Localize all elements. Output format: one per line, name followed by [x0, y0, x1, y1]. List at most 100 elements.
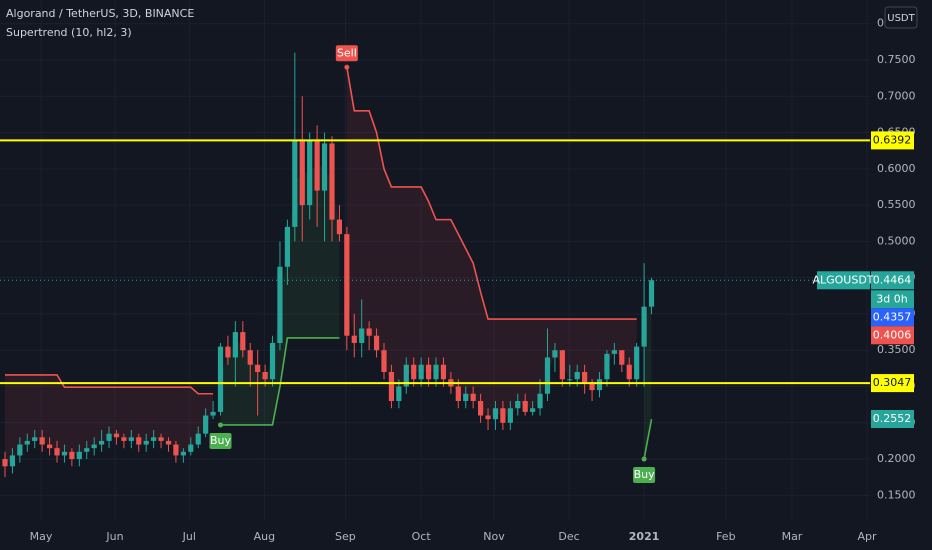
candle-body [136, 437, 142, 445]
symbol-label: ALGOUSDT [812, 273, 873, 286]
y-tick-label: 0.2000 [877, 452, 916, 465]
x-tick-label: May [30, 530, 53, 543]
y-tick-label: 0.5000 [877, 234, 916, 247]
candle-body [165, 440, 172, 445]
x-tick-label: Mar [782, 530, 803, 543]
candle-body [314, 139, 320, 191]
candle-body [46, 444, 53, 449]
candle-body [336, 219, 343, 235]
candle-body [351, 335, 357, 343]
candle-body [158, 437, 164, 441]
candle-body [559, 350, 565, 380]
candle-body [611, 350, 617, 354]
candle-body [121, 437, 127, 441]
y-tick-label: 0.7000 [877, 89, 916, 102]
price-label-bg [871, 271, 914, 290]
candle-body [91, 444, 97, 449]
candle-body [440, 364, 447, 380]
candle-body [173, 444, 179, 456]
y-tick-label: 0.7500 [877, 53, 916, 66]
axes: 0.80000.75000.70000.65000.60000.55000.50… [30, 17, 916, 543]
candle-body [492, 408, 499, 420]
countdown-label: 3d 0h [876, 292, 907, 305]
candle-body [500, 408, 506, 423]
grid [0, 0, 870, 520]
candle-body [455, 386, 461, 402]
candle-body [99, 440, 105, 445]
price-label: 0.4006 [873, 328, 912, 341]
candle-body [217, 346, 224, 412]
price-label-bg [871, 326, 914, 345]
candle-body [344, 234, 350, 336]
candle-body [106, 433, 112, 441]
candle-body [619, 350, 625, 365]
x-tick-label: Sep [335, 530, 356, 543]
candle-body [69, 451, 75, 460]
candle-body [366, 328, 372, 336]
candle-body [32, 437, 38, 441]
candle-body [485, 415, 491, 420]
candle-body [403, 364, 409, 387]
candle-body [418, 364, 424, 380]
candle-body [537, 393, 543, 409]
candle-body [381, 350, 387, 372]
candle-body [39, 437, 45, 445]
candle-body [203, 415, 209, 434]
candle-body [277, 266, 283, 343]
x-tick-label: Dec [558, 530, 579, 543]
supertrend-line [220, 337, 340, 426]
price-label-bg [871, 308, 914, 327]
candle-body [648, 280, 655, 307]
candle-body [373, 335, 380, 351]
candle-body [180, 451, 186, 456]
candle-body [478, 401, 484, 416]
plot-area: Buy Sell Buy [0, 45, 870, 484]
x-tick-label: Apr [858, 530, 878, 543]
candle-body [299, 139, 305, 206]
signal-badge [335, 45, 358, 62]
candle-body [292, 139, 298, 227]
signal-dot [218, 422, 224, 428]
candle-body [240, 332, 246, 351]
supertrend-line [643, 419, 653, 460]
chart-title: Algorand / TetherUS, 3D, BINANCE [6, 7, 194, 20]
candle-body [604, 353, 610, 380]
candle-body [151, 437, 157, 441]
candle-body [411, 364, 417, 380]
currency-label[interactable]: USDT [887, 13, 915, 24]
candle-body [388, 371, 395, 402]
candle-body [626, 364, 632, 380]
symbol-label-bg [817, 271, 870, 290]
x-tick-label: Nov [483, 530, 505, 543]
candle-body [396, 386, 402, 402]
x-tick-label: Aug [254, 530, 275, 543]
currency-button[interactable] [884, 6, 918, 29]
candle-body [329, 143, 335, 220]
candle-body [17, 444, 23, 456]
candle-body [61, 451, 68, 456]
y-tick-label: 0.6000 [877, 162, 916, 175]
candle-body [574, 371, 580, 380]
candle-body [247, 350, 253, 365]
candle-body [284, 226, 290, 267]
candle-body [522, 401, 528, 412]
price-label-bg [871, 131, 914, 150]
candle-body [195, 433, 201, 445]
candle-body [567, 379, 573, 381]
y-tick-label: 0.1500 [877, 488, 916, 501]
price-label-bg [871, 410, 914, 429]
candle-body [225, 346, 231, 358]
candle-body [9, 455, 16, 467]
candle-body [544, 357, 551, 394]
signal-badge [633, 467, 656, 484]
candle-body [210, 411, 216, 416]
price-label: 0.4464 [873, 273, 912, 286]
candle-body [425, 364, 432, 380]
candle-body [634, 346, 640, 380]
price-label-bg [871, 374, 914, 393]
x-tick-label: Jun [105, 530, 123, 543]
supertrend-line [5, 374, 214, 395]
candle-body [76, 451, 82, 460]
candle-body [596, 379, 603, 391]
candle-body [54, 448, 60, 456]
